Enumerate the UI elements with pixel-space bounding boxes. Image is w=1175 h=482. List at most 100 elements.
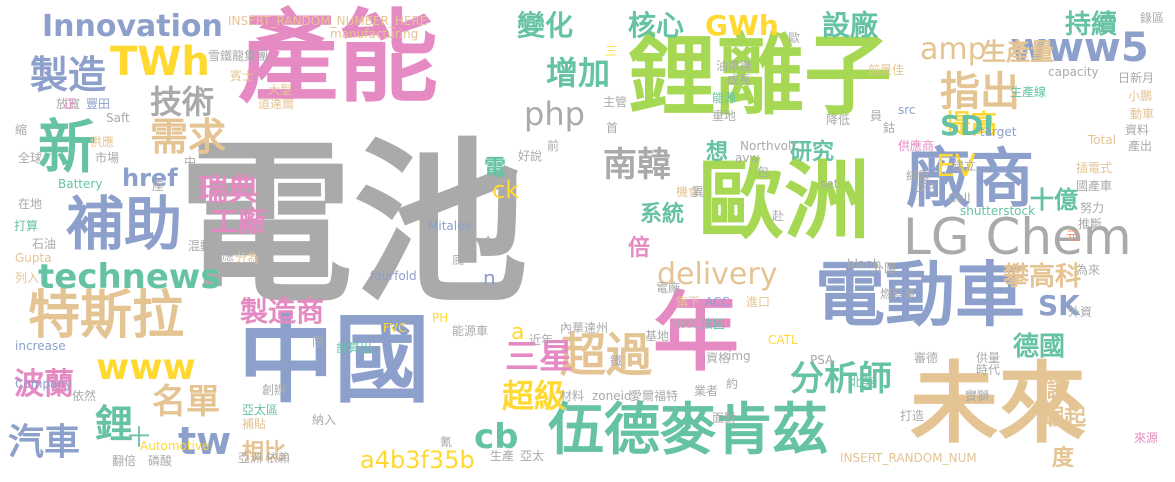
word-cloud-word: src	[898, 103, 916, 117]
word-cloud-word: 打算	[14, 219, 39, 233]
word-cloud-word: 儲	[1042, 378, 1065, 403]
word-cloud-word: manufacturing	[330, 27, 419, 41]
word-cloud-word: 全球	[18, 151, 43, 165]
word-cloud-word: 主管	[603, 95, 628, 109]
word-cloud-word: 伍德麥肯茲	[548, 398, 828, 463]
word-cloud-word: 內華達州	[560, 321, 609, 335]
word-cloud-word: LG Chem	[903, 208, 1132, 266]
word-cloud-word: 中國	[238, 304, 430, 416]
word-cloud-word: 雪鐵龍集團	[208, 49, 269, 63]
word-cloud-word: 合作	[482, 235, 507, 249]
word-cloud-word: 愛爾福特	[630, 389, 679, 403]
word-cloud-word: 波蘭	[14, 367, 74, 402]
word-cloud-word: zoneid	[592, 389, 632, 403]
word-cloud-word: 亞太區	[242, 403, 279, 417]
word-cloud-word: INSERT_RANDOM_NUM	[840, 451, 977, 465]
word-cloud-word: 國產車	[1076, 179, 1113, 193]
word-cloud-word: 研究	[790, 140, 835, 165]
word-cloud-word: 賓士	[230, 69, 255, 83]
word-cloud-word: LFP	[914, 181, 935, 195]
word-cloud-word: 元	[1066, 229, 1079, 243]
word-cloud-word: n	[483, 266, 496, 290]
word-cloud-word: 豐田	[86, 97, 111, 111]
word-cloud-word: 重地	[712, 109, 737, 123]
word-cloud-word: 混動	[188, 239, 213, 253]
word-cloud-word: 供量	[976, 351, 1001, 365]
word-cloud-word: amp	[920, 32, 987, 67]
word-cloud-word: 建立	[952, 159, 977, 173]
word-cloud-word: 提高	[945, 110, 998, 140]
word-cloud-word: SDI	[940, 109, 994, 142]
word-cloud-word: 依然	[72, 389, 97, 403]
word-cloud-word: a	[511, 320, 525, 345]
word-cloud-word: SK	[1038, 289, 1080, 322]
word-cloud-word: 正	[64, 97, 77, 111]
word-cloud-word: cb	[474, 417, 519, 457]
word-cloud-word: 在地	[18, 197, 43, 211]
word-cloud-word: 法國	[701, 317, 726, 331]
word-cloud-word: 生產	[490, 449, 515, 463]
word-cloud-word: php	[524, 95, 585, 133]
word-cloud-word: 鐵	[610, 354, 623, 368]
word-cloud-word: 員	[870, 109, 883, 123]
word-cloud-word: 產能	[238, 0, 438, 116]
word-cloud-word: 度	[1052, 446, 1075, 471]
word-cloud-word: 名單	[152, 382, 220, 422]
word-cloud-word: 前	[547, 139, 560, 153]
word-cloud-word: fourfold	[370, 269, 417, 283]
word-cloud-word: 面對	[712, 411, 737, 425]
word-cloud-word: 依賴	[266, 451, 291, 465]
word-cloud-word: 電動車	[815, 254, 1025, 336]
word-cloud-word: 增加	[546, 54, 611, 92]
word-cloud-word: 攀高科	[1003, 262, 1082, 292]
word-cloud-word: 前景佳	[868, 63, 905, 77]
word-cloud-word: 設廠	[822, 9, 879, 42]
word-cloud-word: 來源	[1134, 431, 1159, 445]
word-cloud-word: 產出	[1128, 139, 1153, 153]
word-cloud-word: 想	[706, 140, 729, 165]
word-cloud-word: Gupta	[15, 251, 52, 265]
word-cloud-word: 資格	[706, 351, 731, 365]
word-cloud-word: 能源	[712, 91, 737, 105]
word-cloud-word: 創辦	[262, 383, 287, 397]
word-cloud-word: 動車	[1130, 107, 1155, 121]
word-cloud-word: 超過	[560, 328, 652, 382]
word-cloud-word: EV	[936, 149, 976, 184]
word-cloud-word: 放寬	[56, 97, 81, 111]
word-cloud-word: Northvolt	[740, 139, 797, 153]
word-cloud-word: 工廠	[210, 205, 267, 238]
word-cloud-word: 小鵬	[1128, 89, 1153, 103]
word-cloud-word: 油車廠	[716, 59, 753, 73]
word-cloud-word: GWh	[705, 9, 779, 42]
word-cloud-word: Innovation	[42, 9, 223, 44]
word-cloud-word: 底	[452, 253, 465, 267]
word-cloud-word: delivery	[657, 257, 778, 292]
word-cloud-word: 德國	[1013, 332, 1066, 362]
word-cloud-word: 三星	[505, 337, 573, 377]
word-cloud-word: 相比	[242, 440, 287, 465]
word-cloud-word: technews	[38, 257, 221, 297]
word-cloud-word: Company	[15, 377, 73, 391]
word-cloud-word: 道達爾	[258, 97, 295, 111]
word-cloud-word: NMC	[672, 317, 700, 331]
word-cloud-word: 資料	[1125, 123, 1150, 137]
word-cloud-word: set	[820, 177, 839, 191]
word-cloud-word: Automotive	[140, 439, 210, 453]
word-cloud-word: 燃料車	[880, 287, 917, 301]
word-cloud-word: 電	[484, 156, 507, 181]
word-cloud-word: 插電式	[1076, 161, 1113, 175]
word-cloud-word: 大型	[268, 83, 293, 97]
word-cloud-word: 外資	[1068, 305, 1093, 319]
word-cloud-word: ACC	[705, 295, 730, 309]
word-cloud-word: 亞太	[520, 449, 545, 463]
word-cloud-word: 廠商	[906, 143, 1034, 217]
word-cloud-word: 亞洲	[238, 451, 263, 465]
word-cloud-word: Total	[1088, 133, 1117, 147]
word-cloud-word: 推斷	[1078, 217, 1103, 231]
word-cloud-word: capacity	[1048, 65, 1099, 79]
word-cloud-word: tw	[178, 419, 232, 463]
word-cloud-word: 座	[152, 179, 165, 193]
word-cloud-word: 生產量	[982, 38, 1054, 66]
word-cloud-word: 歐	[788, 31, 801, 45]
word-cloud-word: 年	[653, 283, 739, 383]
